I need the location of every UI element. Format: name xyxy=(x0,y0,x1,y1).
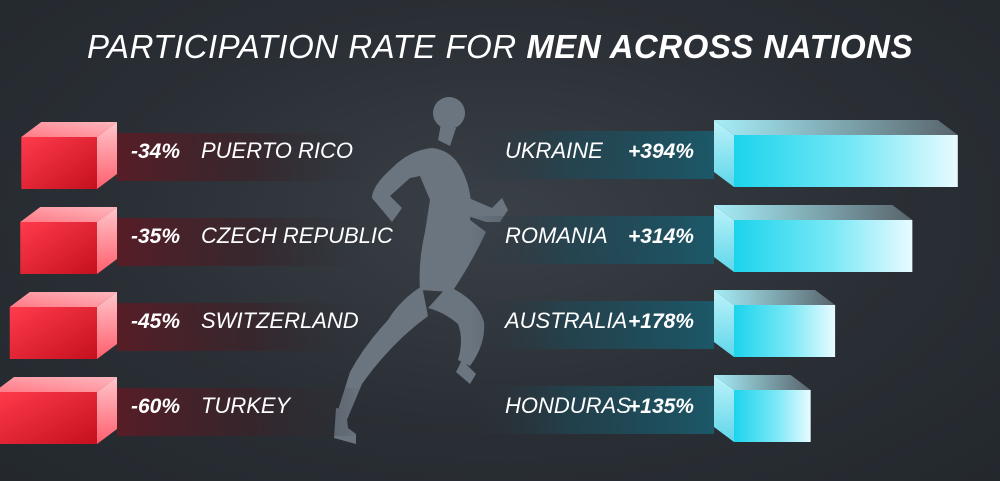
positive-band-0 xyxy=(470,131,714,179)
positive-band-3 xyxy=(470,386,714,434)
negative-bar xyxy=(21,122,117,189)
negative-bar-side xyxy=(97,207,117,274)
negative-bar-side xyxy=(97,292,117,359)
negative-bars-group: -34% PUERTO RICO -35% CZECH REPUBLIC -45% SWI… xyxy=(0,122,393,444)
positive-bar-front xyxy=(734,220,913,272)
positive-bar-side xyxy=(714,375,734,442)
negative-bar xyxy=(20,207,117,274)
negative-bar-front xyxy=(9,307,97,359)
negative-bar-front xyxy=(20,222,97,274)
negative-bar-top xyxy=(20,207,117,222)
negative-value-label: -45% xyxy=(131,310,180,333)
positive-bar-front xyxy=(734,390,811,442)
positive-value-label: +314% xyxy=(628,225,694,248)
positive-value-label: +135% xyxy=(628,395,694,418)
positive-bar-front xyxy=(734,305,836,357)
positive-bar-top xyxy=(714,205,913,220)
positive-bar-top xyxy=(714,375,811,390)
positive-bar-top xyxy=(714,290,836,305)
title-part2: MEN ACROSS NATIONS xyxy=(526,28,913,65)
negative-value-label: -34% xyxy=(131,140,180,163)
negative-category-label: PUERTO RICO xyxy=(201,138,353,163)
negative-category-label: TURKEY xyxy=(201,393,292,418)
positive-band-2 xyxy=(470,301,714,349)
negative-value-label: -60% xyxy=(131,395,180,418)
title-part1: PARTICIPATION RATE FOR xyxy=(87,28,527,65)
positive-value-label: +394% xyxy=(628,140,694,163)
positive-bar-side xyxy=(714,120,734,187)
negative-band-2 xyxy=(117,303,367,351)
negative-bar xyxy=(0,377,117,444)
positive-category-label: HONDURAS xyxy=(505,393,631,418)
negative-bar-top xyxy=(21,122,117,137)
positive-category-label: ROMANIA xyxy=(505,223,608,248)
positive-band-1 xyxy=(470,216,714,264)
positive-category-label: AUSTRALIA xyxy=(503,308,627,333)
negative-bar-side xyxy=(97,377,117,444)
negative-band-1 xyxy=(117,218,367,266)
negative-value-label: -35% xyxy=(131,225,180,248)
positive-bar xyxy=(714,290,836,357)
positive-bar xyxy=(714,205,913,272)
positive-bar xyxy=(714,120,958,187)
positive-bars-group: UKRAINE +394% ROMANIA +314% AUSTRALIA +178% HO… xyxy=(470,120,958,442)
negative-band-0 xyxy=(117,133,367,181)
negative-bar-front xyxy=(21,137,97,189)
negative-bar-front xyxy=(0,392,97,444)
negative-bar xyxy=(9,292,117,359)
positive-bar-top xyxy=(714,120,958,135)
positive-category-label: UKRAINE xyxy=(505,138,603,163)
positive-bar-side xyxy=(714,290,734,357)
chart-title: PARTICIPATION RATE FOR MEN ACROSS NATION… xyxy=(0,28,1000,66)
positive-bar-front xyxy=(734,135,958,187)
positive-value-label: +178% xyxy=(628,310,694,333)
negative-band-3 xyxy=(117,388,367,436)
negative-category-label: CZECH REPUBLIC xyxy=(201,223,393,248)
negative-bar-side xyxy=(97,122,117,189)
positive-bar xyxy=(714,375,811,442)
negative-bar-top xyxy=(9,292,117,307)
negative-bar-top xyxy=(0,377,117,392)
positive-bar-side xyxy=(714,205,734,272)
negative-category-label: SWITZERLAND xyxy=(201,308,359,333)
